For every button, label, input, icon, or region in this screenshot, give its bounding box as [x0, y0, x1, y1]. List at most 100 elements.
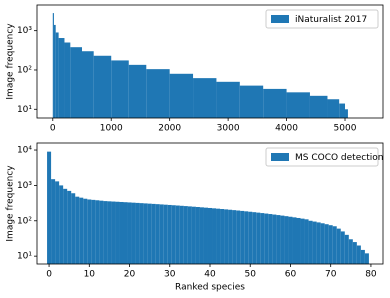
bar [284, 216, 289, 264]
bar [107, 201, 112, 264]
bar [364, 253, 369, 264]
bar [191, 206, 196, 264]
bar [263, 88, 287, 118]
x-tick-label: 60 [285, 270, 297, 280]
y-tick-label: 10² [17, 216, 32, 226]
bar [95, 200, 100, 264]
y-tick-label: 10³ [17, 26, 32, 36]
bar [75, 196, 80, 264]
bar [316, 222, 321, 264]
bar [119, 201, 124, 264]
bar [276, 215, 281, 264]
bar [143, 203, 148, 264]
plot-frame [36, 4, 384, 119]
bar [300, 218, 305, 264]
bar [252, 212, 257, 264]
bar [244, 211, 249, 264]
bar [309, 95, 328, 118]
bar [308, 220, 313, 264]
bar [327, 99, 340, 118]
x-axis-label: Ranked species [175, 283, 245, 293]
legend-box [265, 147, 379, 167]
x-tick-label: 50 [245, 270, 257, 280]
bar [296, 217, 301, 264]
y-axis-label: Image frequency [6, 23, 16, 100]
bar [239, 85, 264, 118]
bar [280, 215, 285, 264]
bar [70, 47, 83, 118]
legend-box [265, 9, 379, 29]
bar [123, 202, 128, 264]
bar [224, 209, 229, 264]
legend-label: iNaturalist 2017 [295, 15, 367, 25]
bar [87, 199, 92, 264]
bar [146, 69, 170, 118]
bar [155, 204, 160, 264]
bar [248, 211, 253, 264]
y-tick-label: 10¹ [17, 105, 32, 115]
bar [52, 13, 54, 119]
bar [220, 209, 225, 264]
bar [340, 231, 345, 264]
bar [167, 204, 172, 264]
bar [228, 209, 233, 264]
bar [207, 207, 213, 264]
bar [345, 109, 348, 118]
bar [187, 206, 192, 264]
x-tick-label: 10 [84, 270, 96, 280]
bar [63, 188, 68, 264]
bar [64, 42, 71, 118]
y-tick-label: 10³ [17, 181, 32, 191]
bar [240, 210, 245, 264]
bar [212, 208, 217, 264]
bar [47, 151, 52, 264]
bar [339, 103, 346, 118]
bar [286, 92, 310, 118]
y-tick-label: 10¹ [17, 252, 32, 262]
bar [360, 249, 365, 264]
bar [260, 213, 265, 264]
x-tick-label: 80 [365, 270, 377, 280]
bar [163, 204, 168, 264]
bar [195, 207, 200, 264]
bar [264, 213, 269, 264]
bar [51, 179, 56, 264]
bar [82, 51, 94, 118]
bar [268, 214, 273, 264]
legend-label: MS COCO detection [295, 153, 383, 163]
x-tick-label: 20 [124, 270, 136, 280]
bar [288, 216, 293, 264]
bar [328, 225, 333, 264]
bar [183, 206, 188, 264]
bar [99, 200, 104, 264]
bar [127, 202, 132, 264]
bar [352, 242, 357, 264]
bar [344, 234, 349, 264]
bar [67, 190, 72, 264]
bar [58, 38, 65, 119]
bar [320, 223, 325, 264]
bar [128, 64, 147, 118]
bar [55, 181, 60, 264]
y-tick-label: 10⁴ [17, 146, 32, 156]
bar [159, 204, 164, 264]
bar [93, 55, 112, 118]
bar [79, 197, 84, 264]
bar [232, 210, 237, 264]
bar [111, 201, 116, 264]
bar [292, 217, 297, 264]
x-tick-label: 3000 [217, 124, 240, 134]
bar [171, 205, 176, 264]
bar [348, 239, 353, 264]
legend-swatch [271, 153, 289, 161]
bar [83, 198, 88, 264]
bar [236, 210, 241, 264]
y-axis-label: Image frequency [6, 165, 16, 242]
bar [55, 32, 59, 119]
bar [151, 203, 156, 264]
bar [103, 201, 108, 264]
bar [256, 212, 261, 264]
bar [135, 202, 140, 264]
legend-swatch [271, 15, 289, 23]
